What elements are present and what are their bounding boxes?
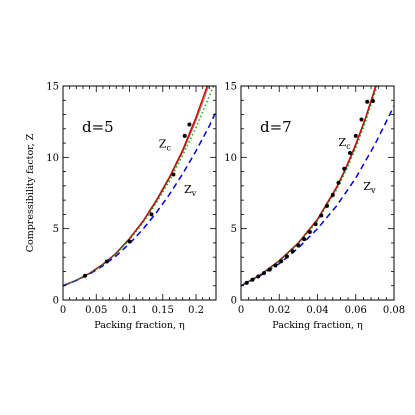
- x-tick-label: 0: [238, 305, 244, 316]
- data-point-sim-17: [342, 166, 347, 171]
- series-line-dotted: [241, 86, 378, 287]
- data-point-sim-18: [348, 151, 353, 156]
- y-tick-label: 10: [46, 153, 59, 164]
- data-point-sim-0: [82, 273, 87, 278]
- y-tick-label: 15: [224, 82, 237, 93]
- series-line-zv: [63, 111, 216, 287]
- data-point-sim-12: [313, 222, 318, 227]
- data-point-sim-10: [302, 237, 307, 242]
- x-tick-label: 0.06: [345, 305, 367, 316]
- panel-label: d=5: [82, 118, 114, 136]
- panel-label: d=7: [260, 118, 292, 136]
- data-point-sim-3: [261, 271, 266, 276]
- x-tick-label: 0.1: [122, 305, 138, 316]
- data-point-sim-2: [256, 274, 261, 279]
- y-tick-label: 5: [231, 224, 237, 235]
- data-point-sim-1: [104, 259, 109, 264]
- data-point-sim-4: [267, 267, 272, 272]
- chart-panel-d7: 0 5 10 15 0 0.02 0.04 0.06 0.08 Packing fraction,…: [224, 82, 405, 332]
- data-point-sim-21: [365, 99, 370, 104]
- series-line-zv: [241, 105, 394, 287]
- data-point-sim-5: [273, 263, 278, 268]
- annotation-subscript: v: [370, 186, 376, 195]
- y-tick-label: 5: [53, 224, 59, 235]
- data-point-sim-2: [127, 239, 132, 244]
- annotation-subscript: c: [166, 143, 171, 152]
- series-group: [63, 86, 216, 287]
- data-point-sim-6: [187, 122, 192, 127]
- series-line-thin: [241, 86, 377, 287]
- annotation-subscript: c: [346, 142, 351, 151]
- x-tick-label: 0.2: [188, 305, 204, 316]
- data-point-sim-15: [330, 192, 335, 197]
- x-tick-label: 0: [60, 305, 66, 316]
- data-point-sim-8: [290, 249, 295, 254]
- x-tick-label: 0.02: [268, 305, 290, 316]
- series-line-zc: [241, 86, 377, 287]
- annotation-main: Z: [339, 136, 347, 149]
- data-point-sim-16: [336, 180, 341, 185]
- data-point-sim-0: [244, 280, 249, 285]
- data-point-sim-4: [171, 172, 176, 177]
- y-tick-label: 0: [231, 296, 237, 307]
- x-axis-label: Packing fraction, η: [94, 320, 185, 331]
- data-point-sim-3: [149, 212, 154, 217]
- x-axis-label: Packing fraction, η: [272, 320, 363, 331]
- y-tick-label: 15: [46, 82, 59, 93]
- data-point-sim-20: [359, 117, 364, 122]
- data-point-sim-5: [182, 133, 187, 138]
- y-tick-label: 10: [224, 153, 237, 164]
- data-point-sim-6: [279, 259, 284, 264]
- annotation-subscript: v: [191, 189, 197, 198]
- y-axis-label: Compressibility factor, Z: [25, 133, 36, 252]
- x-tick-label: 0.04: [306, 305, 328, 316]
- data-point-sim-19: [353, 133, 358, 138]
- x-tick-label: 0.08: [383, 305, 405, 316]
- curve-annotation-c: Zc: [159, 137, 172, 152]
- plot-frame: [62, 85, 217, 301]
- curve-annotation-v: Zv: [184, 183, 197, 198]
- data-point-sim-9: [296, 243, 301, 248]
- data-point-sim-7: [284, 254, 289, 259]
- series-line-thin: [63, 86, 210, 287]
- series-group: [241, 86, 394, 287]
- x-tick-label: 0.05: [85, 305, 107, 316]
- annotation-main: Z: [159, 137, 167, 150]
- x-tick-label: 0.15: [152, 305, 174, 316]
- data-point-sim-13: [319, 213, 324, 218]
- annotation-main: Z: [363, 180, 371, 193]
- series-line-dotted: [63, 86, 215, 287]
- data-point-sim-11: [307, 229, 312, 234]
- y-tick-label: 0: [53, 296, 59, 307]
- data-point-sim-1: [250, 277, 255, 282]
- data-point-sim-14: [325, 203, 330, 208]
- annotation-main: Z: [184, 183, 192, 196]
- curve-annotation-v: Zv: [363, 180, 376, 195]
- data-point-sim-22: [370, 98, 375, 103]
- curve-annotation-c: Zc: [339, 136, 352, 151]
